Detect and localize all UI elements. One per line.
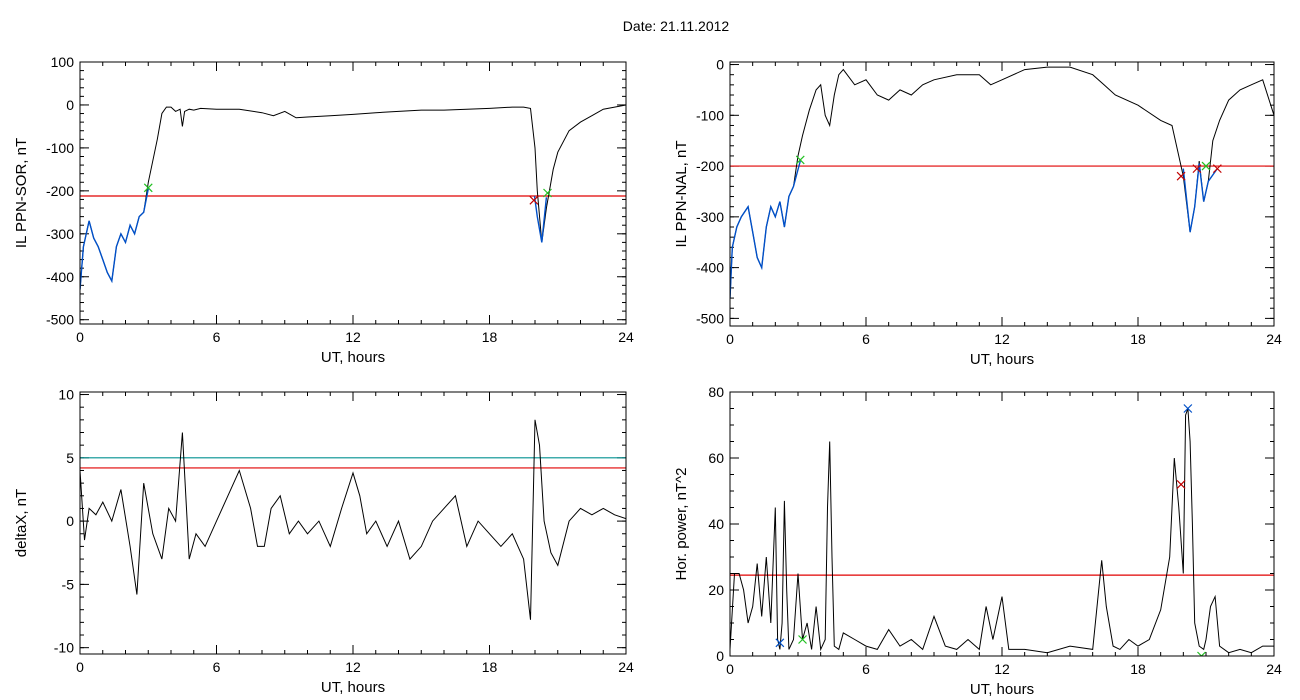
x-tick-label: 0: [76, 329, 84, 345]
y-tick-label: -300: [46, 226, 74, 242]
x-tick-label: 24: [1266, 331, 1282, 347]
panel-3: 0 6 12 18 24 10 5 0 -5 -10 UT, hours deltaX, nT: [13, 387, 634, 696]
y-tick-label: -10: [54, 640, 74, 656]
y-axis-label: deltaX, nT: [13, 489, 30, 557]
x-axis-label: UT, hours: [321, 679, 385, 696]
marker-x: [1212, 164, 1222, 174]
y-tick-label: -200: [46, 183, 74, 199]
x-tick-label: 0: [76, 659, 84, 675]
series-line-1: [730, 408, 1274, 654]
marker-x: [1197, 651, 1206, 656]
plot-area: [80, 419, 626, 620]
y-tick-label: 5: [66, 450, 74, 466]
x-tick-label: 6: [862, 331, 870, 347]
y-axis-label: IL PPN-NAL, nT: [673, 141, 690, 248]
x-tick-label: 24: [1266, 661, 1282, 677]
x-tick-label: 0: [726, 661, 734, 677]
plot-area: [80, 104, 626, 290]
y-axis-label: Hor. power, nT^2: [673, 468, 690, 581]
series-line-1: [730, 66, 1274, 299]
y-tick-label: 10: [58, 387, 74, 403]
x-tick-label: 0: [726, 331, 734, 347]
series-line-1: [80, 419, 626, 620]
x-tick-label: 24: [618, 659, 634, 675]
plot-frame: [79, 61, 627, 325]
y-tick-label: -5: [62, 576, 75, 592]
y-tick-label: 0: [716, 57, 724, 73]
plot-frame: [729, 61, 1275, 327]
y-tick-label: -200: [696, 158, 724, 174]
marker-x: [1176, 479, 1186, 489]
plot-frame: [729, 391, 1275, 657]
x-tick-label: 18: [482, 659, 498, 675]
x-tick-label: 18: [1130, 661, 1146, 677]
x-tick-label: 18: [1130, 331, 1146, 347]
y-axis-label: IL PPN-SOR, nT: [13, 138, 30, 248]
marker-x: [543, 188, 552, 198]
panel-1: 0 6 12 18 24 100 0 -100 -200 -300 -400 -500 UT, hour…: [13, 54, 634, 366]
marker-x: [795, 155, 805, 165]
y-tick-label: 0: [66, 97, 74, 113]
x-tick-label: 6: [862, 661, 870, 677]
series-line-3: [1182, 163, 1218, 233]
marker-x: [1176, 171, 1186, 181]
y-tick-label: -100: [46, 140, 74, 156]
series-line-2: [730, 160, 801, 299]
x-tick-label: 12: [994, 661, 1010, 677]
x-tick-label: 18: [482, 329, 498, 345]
x-tick-label: 12: [345, 659, 361, 675]
y-tick-label: -500: [46, 312, 74, 328]
x-tick-label: 6: [213, 659, 221, 675]
marker-x: [798, 635, 807, 644]
marker-x: [1192, 164, 1202, 174]
y-tick-label: -400: [46, 269, 74, 285]
plot-frame: [79, 391, 627, 655]
x-tick-label: 12: [345, 329, 361, 345]
y-tick-label: -500: [696, 310, 724, 326]
y-tick-label: 80: [708, 384, 724, 400]
y-tick-label: 60: [708, 450, 724, 466]
y-tick-label: 100: [51, 54, 75, 70]
x-tick-label: 12: [994, 331, 1010, 347]
x-axis-label: UT, hours: [321, 349, 385, 366]
x-tick-label: 24: [618, 329, 634, 345]
y-tick-label: -300: [696, 209, 724, 225]
y-tick-label: 0: [716, 648, 724, 664]
figure-title: Date: 21.11.2012: [622, 18, 730, 34]
x-axis-label: UT, hours: [970, 681, 1034, 698]
y-tick-label: -400: [696, 260, 724, 276]
y-tick-label: 20: [708, 582, 724, 598]
marker-x: [143, 183, 153, 193]
series-line-2: [80, 188, 149, 290]
series-line-3: [533, 195, 548, 243]
plot-area: [730, 66, 1274, 299]
marker-x: [775, 638, 785, 648]
y-tick-label: 40: [708, 516, 724, 532]
y-tick-label: -100: [696, 107, 724, 123]
series-line-1: [80, 104, 626, 290]
marker-x: [1201, 161, 1211, 171]
marker-x: [529, 195, 539, 205]
y-tick-label: 0: [66, 513, 74, 529]
panel-4: 0 6 12 18 24 0 20 40 60 80 UT, hours Hor. power, nT…: [673, 384, 1282, 698]
panel-2: 0 6 12 18 24 0 -100 -200 -300 -400 -500 UT, hours IL…: [673, 57, 1282, 368]
plot-area: [730, 404, 1274, 656]
marker-x: [1183, 404, 1193, 413]
x-tick-label: 6: [213, 329, 221, 345]
x-axis-label: UT, hours: [970, 351, 1034, 368]
